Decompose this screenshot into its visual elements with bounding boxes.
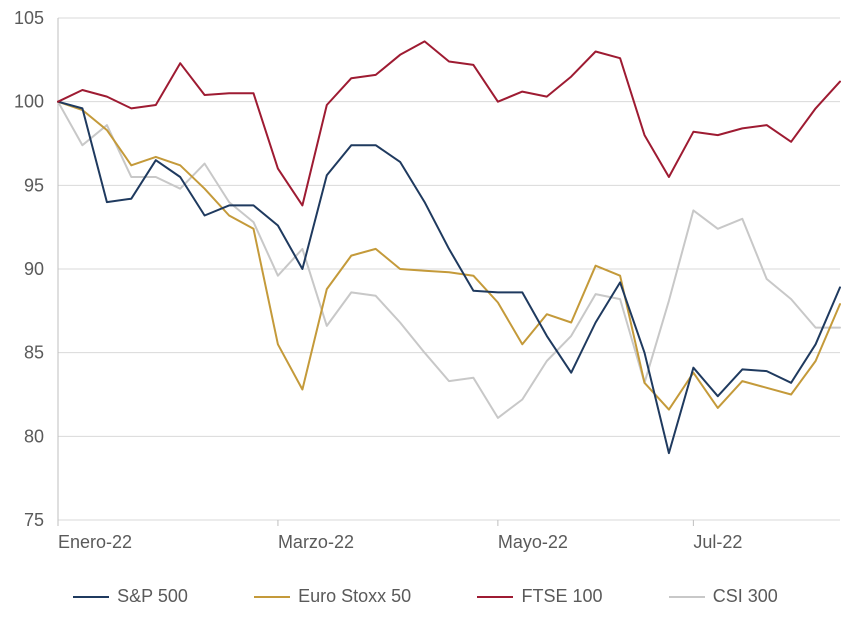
chart-svg: 75 80 85 90 95 100 105 Enero-22 Marzo-22 Mayo-22 J… [0, 0, 851, 560]
legend-item-eurostoxx: Euro Stoxx 50 [254, 586, 411, 607]
svg-text:Marzo-22: Marzo-22 [278, 532, 354, 552]
svg-text:105: 105 [14, 8, 44, 28]
legend-item-ftse: FTSE 100 [477, 586, 602, 607]
legend-item-csi: CSI 300 [669, 586, 778, 607]
svg-text:Enero-22: Enero-22 [58, 532, 132, 552]
line-chart: 75 80 85 90 95 100 105 Enero-22 Marzo-22 Mayo-22 J… [0, 0, 851, 619]
legend-swatch [669, 596, 705, 598]
svg-text:75: 75 [24, 510, 44, 530]
legend-label: FTSE 100 [521, 586, 602, 607]
legend-label: Euro Stoxx 50 [298, 586, 411, 607]
svg-text:95: 95 [24, 175, 44, 195]
svg-text:90: 90 [24, 259, 44, 279]
legend-swatch [254, 596, 290, 598]
svg-text:100: 100 [14, 92, 44, 112]
legend: S&P 500 Euro Stoxx 50 FTSE 100 CSI 300 [0, 586, 851, 607]
svg-text:Mayo-22: Mayo-22 [498, 532, 568, 552]
legend-label: S&P 500 [117, 586, 188, 607]
svg-text:85: 85 [24, 343, 44, 363]
svg-text:Jul-22: Jul-22 [693, 532, 742, 552]
legend-label: CSI 300 [713, 586, 778, 607]
legend-swatch [73, 596, 109, 598]
legend-swatch [477, 596, 513, 598]
svg-text:80: 80 [24, 426, 44, 446]
legend-item-sp500: S&P 500 [73, 586, 188, 607]
